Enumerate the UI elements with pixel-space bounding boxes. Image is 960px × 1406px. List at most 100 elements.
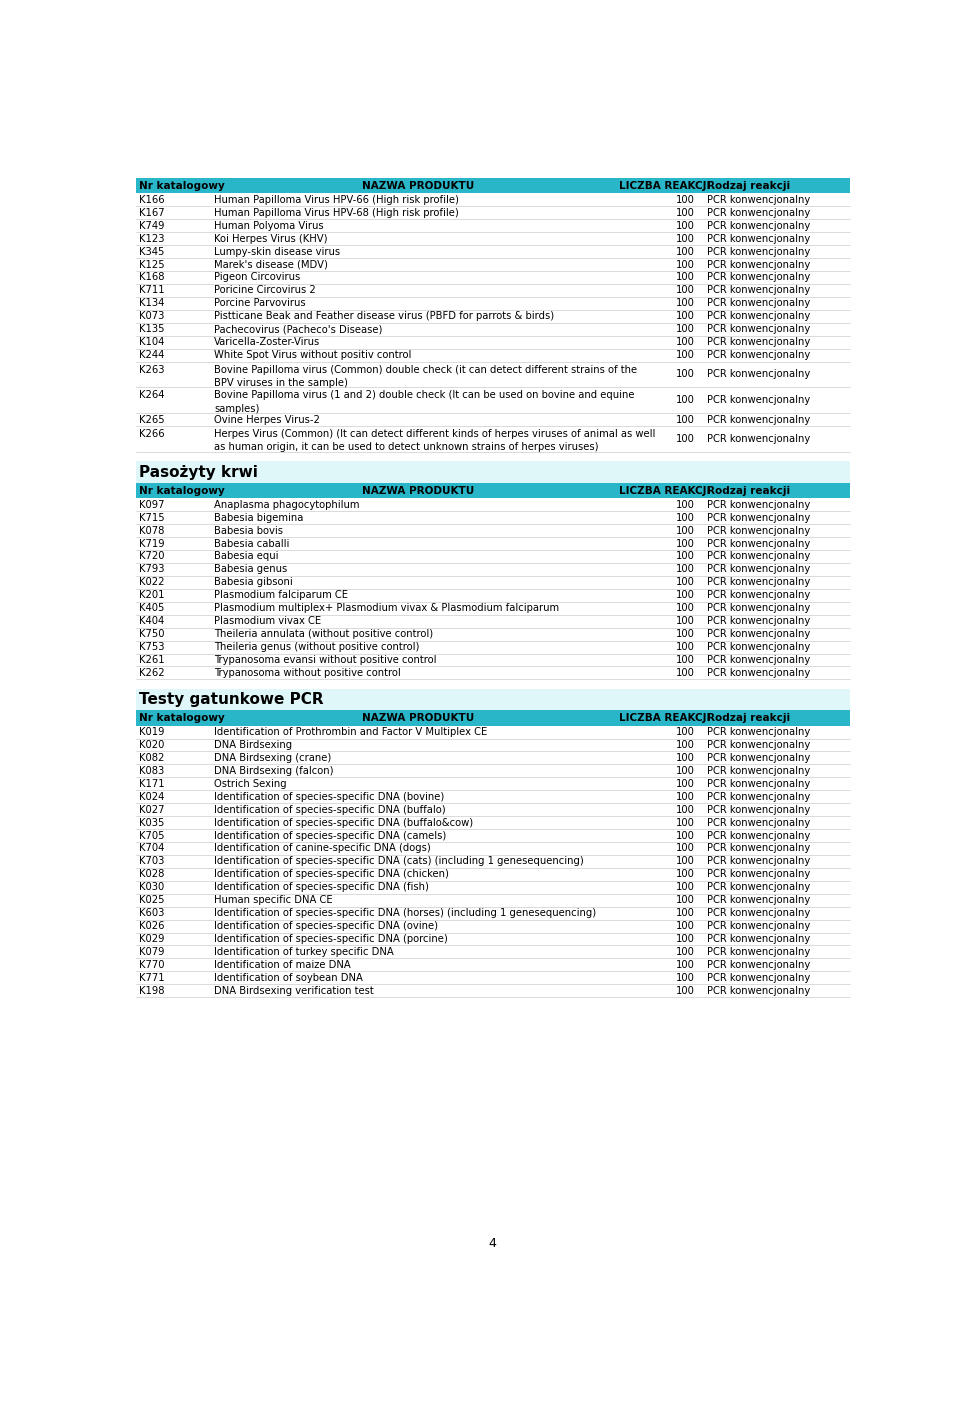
Text: PCR konwencjonalny: PCR konwencjonalny xyxy=(708,896,810,905)
Text: PCR konwencjonalny: PCR konwencjonalny xyxy=(708,668,810,678)
Text: Ovine Herpes Virus-2: Ovine Herpes Virus-2 xyxy=(214,415,321,425)
Text: K265: K265 xyxy=(139,415,165,425)
Text: PCR konwencjonalny: PCR konwencjonalny xyxy=(708,233,810,243)
Text: Ostrich Sexing: Ostrich Sexing xyxy=(214,779,287,789)
Text: 100: 100 xyxy=(676,818,694,828)
Text: 100: 100 xyxy=(676,273,694,283)
Text: K025: K025 xyxy=(139,896,165,905)
Text: Human Papilloma Virus HPV-68 (High risk profile): Human Papilloma Virus HPV-68 (High risk … xyxy=(214,208,459,218)
Text: PCR konwencjonalny: PCR konwencjonalny xyxy=(708,603,810,613)
Text: K167: K167 xyxy=(139,208,165,218)
Text: 100: 100 xyxy=(676,844,694,853)
Text: PCR konwencjonalny: PCR konwencjonalny xyxy=(708,285,810,295)
Text: K030: K030 xyxy=(139,883,164,893)
Text: DNA Birdsexing: DNA Birdsexing xyxy=(214,740,293,749)
Text: LICZBA REAKCJI: LICZBA REAKCJI xyxy=(618,180,710,191)
Text: 100: 100 xyxy=(676,779,694,789)
Text: Identification of species-specific DNA (ovine): Identification of species-specific DNA (… xyxy=(214,921,439,931)
Text: PCR konwencjonalny: PCR konwencjonalny xyxy=(708,934,810,943)
Text: PCR konwencjonalny: PCR konwencjonalny xyxy=(708,591,810,600)
Text: 100: 100 xyxy=(676,337,694,347)
Text: PCR konwencjonalny: PCR konwencjonalny xyxy=(708,643,810,652)
Text: Pasożyty krwi: Pasożyty krwi xyxy=(139,464,258,479)
Text: K244: K244 xyxy=(139,350,165,360)
Text: K027: K027 xyxy=(139,804,165,814)
Text: Porcine Parvovirus: Porcine Parvovirus xyxy=(214,298,306,308)
Text: DNA Birdsexing verification test: DNA Birdsexing verification test xyxy=(214,986,374,995)
Text: PCR konwencjonalny: PCR konwencjonalny xyxy=(708,246,810,256)
Text: 100: 100 xyxy=(676,395,694,405)
Text: Koi Herpes Virus (KHV): Koi Herpes Virus (KHV) xyxy=(214,233,328,243)
Text: K019: K019 xyxy=(139,727,165,737)
Text: PCR konwencjonalny: PCR konwencjonalny xyxy=(708,727,810,737)
Text: PCR konwencjonalny: PCR konwencjonalny xyxy=(708,513,810,523)
Text: PCR konwencjonalny: PCR konwencjonalny xyxy=(708,792,810,801)
Text: 100: 100 xyxy=(676,792,694,801)
Text: Anaplasma phagocytophilum: Anaplasma phagocytophilum xyxy=(214,499,360,510)
Text: PCR konwencjonalny: PCR konwencjonalny xyxy=(708,804,810,814)
Text: 100: 100 xyxy=(676,260,694,270)
Text: Identification of species-specific DNA (horses) (including 1 genesequencing): Identification of species-specific DNA (… xyxy=(214,908,596,918)
Text: 100: 100 xyxy=(676,740,694,749)
Text: LICZBA REAKCJI: LICZBA REAKCJI xyxy=(618,713,710,723)
Text: 100: 100 xyxy=(676,564,694,575)
Text: PCR konwencjonalny: PCR konwencjonalny xyxy=(708,311,810,321)
Text: 100: 100 xyxy=(676,208,694,218)
Text: 100: 100 xyxy=(676,668,694,678)
Text: PCR konwencjonalny: PCR konwencjonalny xyxy=(708,883,810,893)
Text: PCR konwencjonalny: PCR konwencjonalny xyxy=(708,260,810,270)
Text: DNA Birdsexing (crane): DNA Birdsexing (crane) xyxy=(214,754,331,763)
Text: Trypanosoma without positive control: Trypanosoma without positive control xyxy=(214,668,401,678)
Text: 100: 100 xyxy=(676,578,694,588)
Text: Rodzaj reakcji: Rodzaj reakcji xyxy=(708,713,791,723)
Text: 100: 100 xyxy=(676,285,694,295)
Text: Plasmodium vivax CE: Plasmodium vivax CE xyxy=(214,616,322,626)
Text: NAZWA PRODUKTU: NAZWA PRODUKTU xyxy=(362,180,474,191)
Text: 100: 100 xyxy=(676,526,694,536)
Text: PCR konwencjonalny: PCR konwencjonalny xyxy=(708,415,810,425)
Text: 100: 100 xyxy=(676,804,694,814)
Text: PCR konwencjonalny: PCR konwencjonalny xyxy=(708,831,810,841)
Text: 100: 100 xyxy=(676,325,694,335)
Text: 100: 100 xyxy=(676,643,694,652)
Text: 100: 100 xyxy=(676,350,694,360)
Text: PCR konwencjonalny: PCR konwencjonalny xyxy=(708,564,810,575)
Text: Human specific DNA CE: Human specific DNA CE xyxy=(214,896,333,905)
Text: K771: K771 xyxy=(139,973,165,983)
Text: 100: 100 xyxy=(676,298,694,308)
Text: Rodzaj reakcji: Rodzaj reakcji xyxy=(708,485,791,495)
Text: PCR konwencjonalny: PCR konwencjonalny xyxy=(708,395,810,405)
Text: Nr katalogowy: Nr katalogowy xyxy=(139,180,226,191)
Text: PCR konwencjonalny: PCR konwencjonalny xyxy=(708,818,810,828)
Text: K603: K603 xyxy=(139,908,165,918)
Text: K171: K171 xyxy=(139,779,165,789)
Text: Varicella-Zoster-Virus: Varicella-Zoster-Virus xyxy=(214,337,321,347)
Text: 100: 100 xyxy=(676,551,694,561)
Text: 100: 100 xyxy=(676,934,694,943)
Text: Marek's disease (MDV): Marek's disease (MDV) xyxy=(214,260,328,270)
Text: PCR konwencjonalny: PCR konwencjonalny xyxy=(708,779,810,789)
Text: K123: K123 xyxy=(139,233,165,243)
Text: PCR konwencjonalny: PCR konwencjonalny xyxy=(708,655,810,665)
Text: K125: K125 xyxy=(139,260,165,270)
Text: 100: 100 xyxy=(676,831,694,841)
Text: K029: K029 xyxy=(139,934,165,943)
Text: K263: K263 xyxy=(139,364,165,374)
Text: PCR konwencjonalny: PCR konwencjonalny xyxy=(708,856,810,866)
Text: 100: 100 xyxy=(676,986,694,995)
Text: PCR konwencjonalny: PCR konwencjonalny xyxy=(708,499,810,510)
Text: K104: K104 xyxy=(139,337,165,347)
Text: NAZWA PRODUKTU: NAZWA PRODUKTU xyxy=(362,485,474,495)
Text: LICZBA REAKCJI: LICZBA REAKCJI xyxy=(618,485,710,495)
Bar xyxy=(135,710,850,725)
Text: Babesia genus: Babesia genus xyxy=(214,564,288,575)
Text: Pistticane Beak and Feather disease virus (PBFD for parrots & birds): Pistticane Beak and Feather disease viru… xyxy=(214,311,555,321)
Text: PCR konwencjonalny: PCR konwencjonalny xyxy=(708,754,810,763)
Text: K166: K166 xyxy=(139,195,165,205)
Text: PCR konwencjonalny: PCR konwencjonalny xyxy=(708,960,810,970)
Text: 100: 100 xyxy=(676,603,694,613)
Text: Human Papilloma Virus HPV-66 (High risk profile): Human Papilloma Virus HPV-66 (High risk … xyxy=(214,195,459,205)
Text: PCR konwencjonalny: PCR konwencjonalny xyxy=(708,986,810,995)
Text: NAZWA PRODUKTU: NAZWA PRODUKTU xyxy=(362,713,474,723)
Text: K720: K720 xyxy=(139,551,165,561)
